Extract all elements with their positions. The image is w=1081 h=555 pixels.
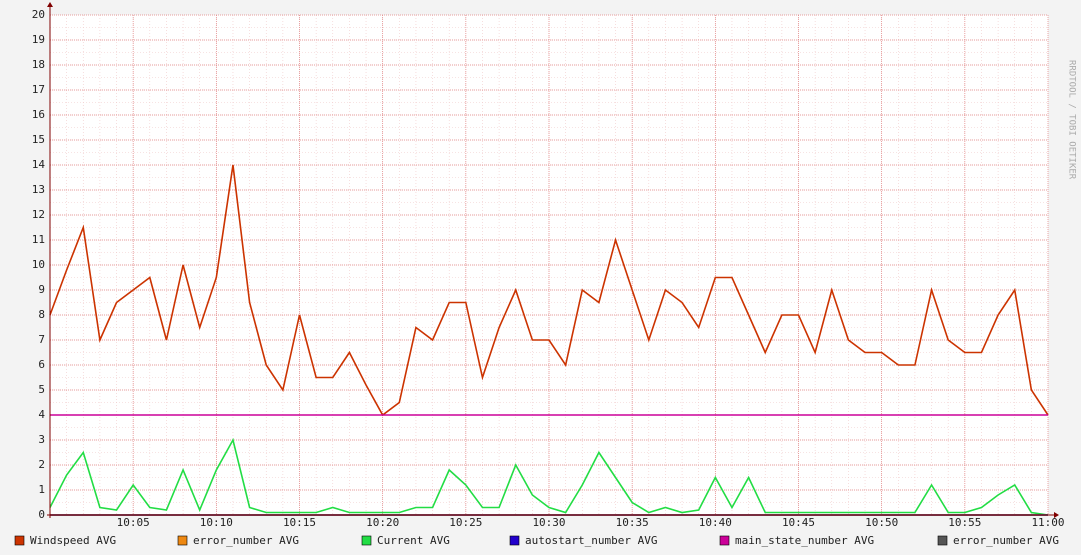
x-tick-label: 11:00 (1031, 516, 1064, 529)
y-tick-label: 7 (38, 333, 45, 346)
y-tick-label: 8 (38, 308, 45, 321)
y-tick-label: 10 (32, 258, 45, 271)
x-tick-label: 10:45 (782, 516, 815, 529)
y-tick-label: 5 (38, 383, 45, 396)
legend-swatch (361, 535, 372, 546)
x-tick-label: 10:15 (283, 516, 316, 529)
y-tick-label: 13 (32, 183, 45, 196)
arrow (1054, 512, 1059, 518)
legend-label: main_state_number AVG (735, 534, 874, 547)
legend-label: Windspeed AVG (30, 534, 116, 547)
x-tick-label: 10:35 (616, 516, 649, 529)
x-tick-label: 10:10 (200, 516, 233, 529)
y-tick-label: 1 (38, 483, 45, 496)
y-tick-label: 15 (32, 133, 45, 146)
x-tick-label: 10:30 (532, 516, 565, 529)
x-tick-label: 10:55 (948, 516, 981, 529)
watermark: RRDTOOL / TOBI OETIKER (1067, 60, 1077, 180)
y-tick-label: 0 (38, 508, 45, 521)
y-tick-label: 12 (32, 208, 45, 221)
y-tick-label: 11 (32, 233, 45, 246)
x-tick-label: 10:25 (449, 516, 482, 529)
series-line (49, 437, 1049, 516)
x-tick-label: 10:05 (117, 516, 150, 529)
series-line (49, 164, 1049, 417)
y-tick-label: 4 (38, 408, 45, 421)
x-tick-label: 10:20 (366, 516, 399, 529)
legend-label: error_number AVG (193, 534, 299, 547)
y-tick-label: 20 (32, 8, 45, 21)
legend-swatch (719, 535, 730, 546)
y-tick-label: 18 (32, 58, 45, 71)
y-tick-label: 9 (38, 283, 45, 296)
legend-label: error_number AVG (953, 534, 1059, 547)
x-tick-label: 10:40 (699, 516, 732, 529)
y-tick-label: 16 (32, 108, 45, 121)
arrow (47, 2, 53, 7)
legend-swatch (14, 535, 25, 546)
legend-swatch (509, 535, 520, 546)
legend-swatch (177, 535, 188, 546)
y-tick-label: 14 (32, 158, 46, 171)
x-tick-label: 10:50 (865, 516, 898, 529)
legend-swatch (937, 535, 948, 546)
y-tick-label: 6 (38, 358, 45, 371)
y-tick-label: 2 (38, 458, 45, 471)
y-tick-label: 3 (38, 433, 45, 446)
y-tick-label: 19 (32, 33, 45, 46)
legend-label: autostart_number AVG (525, 534, 657, 547)
legend-label: Current AVG (377, 534, 450, 547)
y-tick-label: 17 (32, 83, 45, 96)
